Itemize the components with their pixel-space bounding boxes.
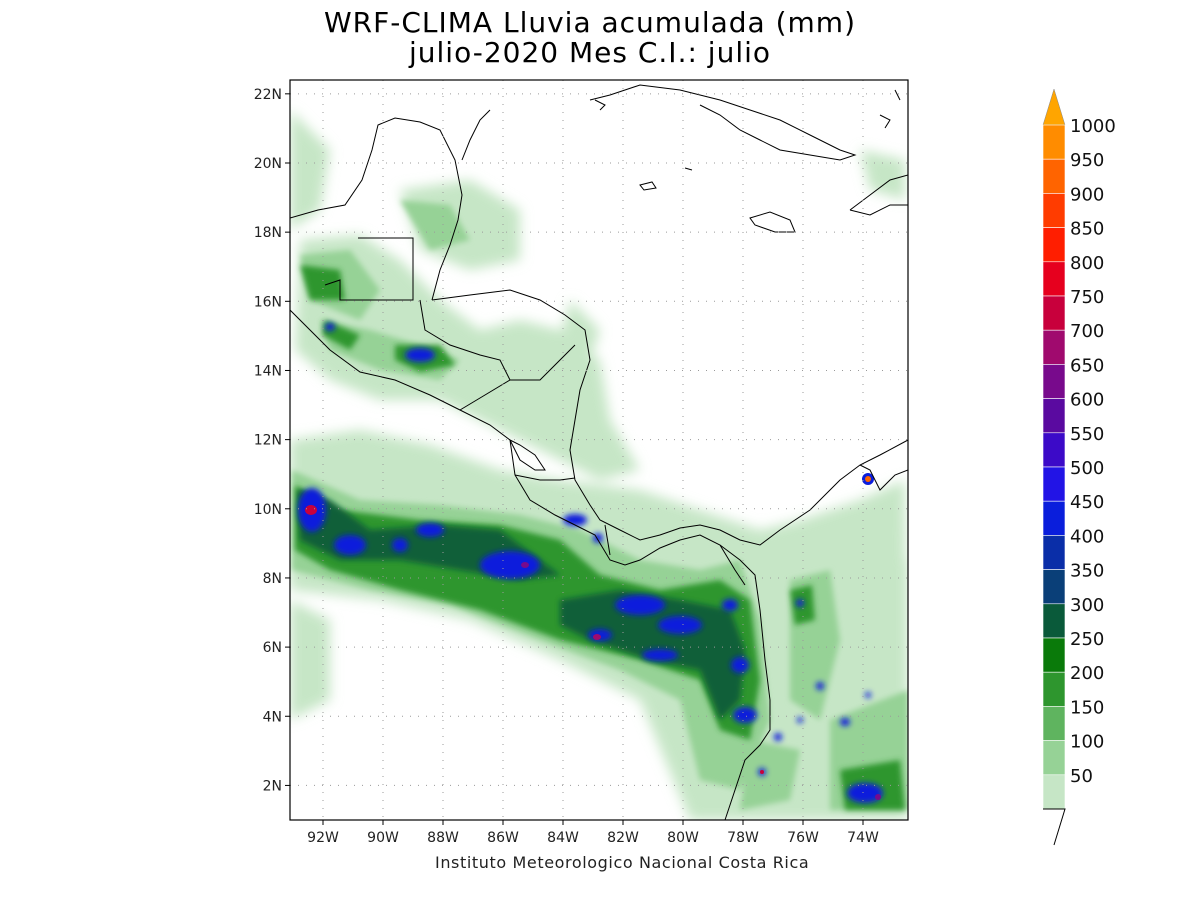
colorbar-swatch [1042, 227, 1066, 263]
mexico-gulf-coast [290, 117, 463, 301]
colorbar-swatch [1042, 637, 1066, 673]
colorbar-swatch [1042, 193, 1066, 228]
colorbar-label: 1000 [1070, 116, 1116, 137]
colorbar-label: 300 [1070, 595, 1104, 616]
lon-tick-label: 88W [427, 830, 459, 846]
map-plot-area [290, 80, 908, 820]
colorbar-swatch [1042, 706, 1066, 741]
lat-tick-label: 14N [254, 363, 282, 379]
colorbar-swatch [1042, 124, 1066, 160]
isla-juventud [639, 181, 657, 191]
lat-tick-label: 8N [263, 571, 282, 587]
colorbar-swatch [1042, 364, 1066, 399]
colorbar-swatch [1042, 466, 1066, 502]
map-title: WRF-CLIMA Lluvia acumulada (mm) [324, 6, 856, 39]
axis-ticks: 2N 4N 6N 8N 10N 12N 14N 16N 18N 20N 22N 92W 90W 88W 86… [254, 87, 879, 846]
lon-tick-label: 76W [787, 830, 819, 846]
colorbar-swatch [1042, 261, 1066, 297]
lat-tick-label: 18N [254, 225, 282, 241]
coastlines [290, 109, 908, 820]
bahamas [879, 89, 901, 129]
colorbar-label: 700 [1070, 321, 1104, 342]
lat-tick-label: 10N [254, 502, 282, 518]
hispaniola [849, 174, 908, 216]
credit-label: Instituto Meteorologico Nacional Costa R… [435, 853, 810, 872]
colorbar-bottom-arrow [1043, 808, 1066, 846]
colorbar-label: 800 [1070, 253, 1104, 274]
colorbar-label: 150 [1070, 697, 1104, 718]
lon-tick-label: 80W [667, 830, 699, 846]
panama-border [604, 524, 611, 556]
lon-tick-label: 78W [727, 830, 759, 846]
colorbar-swatch [1042, 535, 1066, 570]
lat-tick-label: 4N [263, 709, 282, 725]
colorbar-label: 350 [1070, 561, 1104, 582]
gridlines [290, 80, 908, 820]
costarica-border [514, 474, 576, 481]
colorbar-swatch [1042, 740, 1066, 776]
colorbar-swatch [1042, 329, 1066, 365]
lon-tick-label: 82W [607, 830, 639, 846]
colorbar-label: 450 [1070, 492, 1104, 513]
lon-tick-label: 90W [367, 830, 399, 846]
lon-tick-label: 74W [847, 830, 879, 846]
islands [589, 84, 908, 233]
cuba [589, 84, 857, 161]
colorbar-swatch [1042, 774, 1066, 810]
lat-tick-label: 12N [254, 433, 282, 449]
colorbar-label: 600 [1070, 390, 1104, 411]
lon-tick-label: 86W [487, 830, 519, 846]
colorbar-label: 850 [1070, 219, 1104, 240]
colorbar-label: 50 [1070, 766, 1093, 787]
colorbar-swatch [1042, 500, 1066, 536]
caribbean-coast [431, 289, 908, 546]
isla-mujeres [594, 99, 606, 111]
colorbar-label: 100 [1070, 732, 1104, 753]
colombia-border [719, 544, 746, 586]
colorbar-label: 950 [1070, 150, 1104, 171]
colorbar-label: 750 [1070, 287, 1104, 308]
colorbar-label: 200 [1070, 663, 1104, 684]
colorbar-swatch [1042, 432, 1066, 468]
honduras-border [419, 299, 576, 381]
colorbar-label: 500 [1070, 458, 1104, 479]
colorbar-top-arrow [1042, 88, 1066, 126]
colorbar-label: 650 [1070, 355, 1104, 376]
colorbar: 1000 950 900 850 800 750 700 650 600 550 500 450 400… [1042, 88, 1116, 846]
lat-tick-label: 6N [263, 640, 282, 656]
lat-tick-label: 20N [254, 156, 282, 172]
colorbar-label: 900 [1070, 184, 1104, 205]
colorbar-label: 250 [1070, 629, 1104, 650]
venezuela-coast [859, 464, 908, 491]
lake-nicaragua [508, 438, 546, 471]
colorbar-label: 400 [1070, 526, 1104, 547]
lat-tick-label: 2N [263, 778, 282, 794]
cayman [684, 167, 693, 171]
colorbar-swatch [1042, 158, 1066, 194]
rain-peaks [305, 473, 881, 800]
rainfall-shading [290, 110, 908, 820]
colorbar-swatch [1042, 398, 1066, 434]
lat-tick-label: 16N [254, 294, 282, 310]
colorbar-swatch [1042, 671, 1066, 707]
map-subtitle: julio-2020 Mes C.I.: julio [408, 36, 772, 69]
colorbar-swatch [1042, 295, 1066, 331]
yucatan-east-coast [461, 109, 491, 161]
lon-tick-label: 92W [307, 830, 339, 846]
belize-guatemala-border [324, 237, 414, 301]
colorbar-label: 550 [1070, 424, 1104, 445]
colorbar-swatch [1042, 569, 1066, 605]
nicaragua-border [459, 379, 511, 411]
pacific-coast-north [290, 309, 771, 820]
map-frame [289, 79, 909, 821]
colorbar-swatch [1042, 603, 1066, 639]
lat-tick-label: 22N [254, 87, 282, 103]
lon-tick-label: 84W [547, 830, 579, 846]
